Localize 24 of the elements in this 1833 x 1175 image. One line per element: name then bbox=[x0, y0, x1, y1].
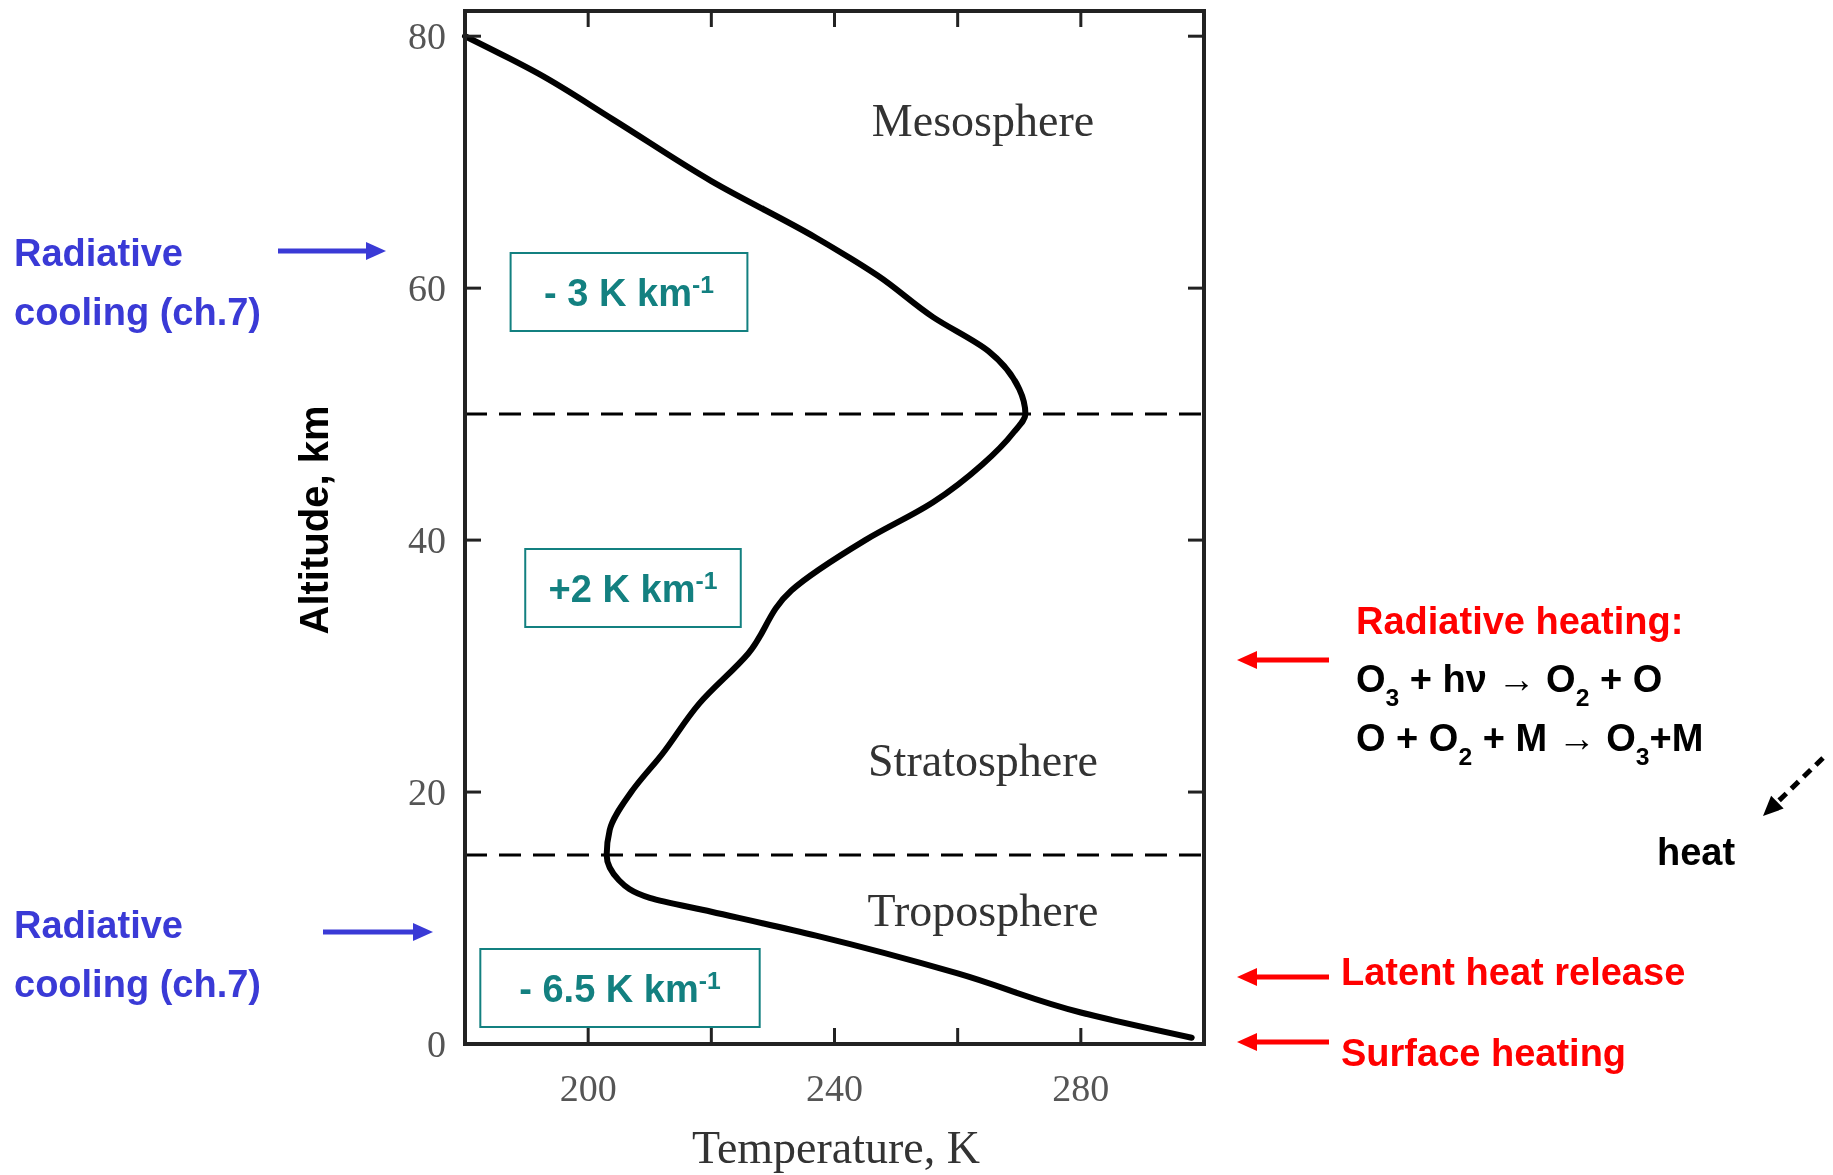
x-tick-label: 200 bbox=[559, 1067, 617, 1109]
y-tick-label: 80 bbox=[408, 15, 446, 58]
y-tick-label: 20 bbox=[408, 771, 446, 814]
x-tick-label: 280 bbox=[1052, 1067, 1110, 1109]
x-axis-title: Temperature, K bbox=[692, 1122, 980, 1173]
y-tick-label: 40 bbox=[408, 519, 446, 562]
text: Radiative cooling (ch.7) bbox=[14, 904, 261, 1005]
text: Surface heating bbox=[1341, 1032, 1627, 1074]
annotation: Mesosphere bbox=[871, 95, 1095, 147]
y-axis-title: Altitude, km bbox=[292, 405, 336, 635]
text: Latent heat release bbox=[1341, 951, 1686, 993]
annotation: Stratosphere bbox=[868, 735, 1098, 787]
y-tick-label: 60 bbox=[408, 267, 446, 310]
text: O + O$_{2}$ + M → O$_{3}$+M bbox=[1356, 717, 1704, 770]
text: O$_{3}$ + hν → O$_{2}$ + O bbox=[1356, 658, 1663, 711]
text: Radiative cooling (ch.7) bbox=[14, 232, 261, 333]
annotation: - 3 K km$^{-1}$ bbox=[544, 270, 715, 315]
text: Radiative heating: bbox=[1356, 600, 1684, 642]
y-tick-label: 0 bbox=[427, 1023, 446, 1066]
x-tick-label: 240 bbox=[806, 1067, 863, 1109]
annotation: Troposphere bbox=[867, 885, 1099, 937]
annotation: - 6.5 K km$^{-1}$ bbox=[519, 966, 722, 1011]
text: heat bbox=[1657, 831, 1736, 873]
annotation: +2 K km$^{-1}$ bbox=[548, 566, 718, 611]
